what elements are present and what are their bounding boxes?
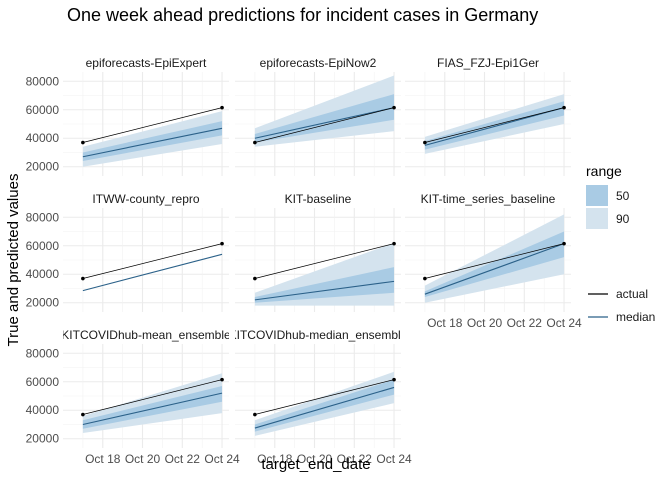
facet-panel: ITWW-county_repro 20000 40000 60000 80000	[26, 192, 229, 312]
y-tick-label: 40000	[26, 131, 60, 145]
gridlines	[405, 72, 571, 176]
actual-point	[423, 140, 427, 145]
actual-line	[254, 379, 395, 415]
y-axis-title: True and predicted values	[5, 174, 22, 347]
chart-title: One week ahead predictions for incident …	[67, 5, 538, 25]
legend-label: median	[616, 310, 655, 324]
interval-50-band	[82, 386, 223, 429]
facet-panel: KIT-time_series_baseline Oct 18 Oct 20 Oct …	[405, 192, 582, 330]
x-tick-label: Oct 20	[125, 452, 161, 466]
actual-point	[392, 241, 396, 246]
panel-strip-title: KITCOVIDhub-median_ensemble	[229, 328, 408, 342]
panel-strip-title: ITWW-county_repro	[92, 192, 199, 206]
actual-line	[254, 243, 395, 279]
actual-point	[220, 105, 224, 110]
x-tick-label: Oct 20	[467, 316, 503, 330]
x-tick-label: Oct 20	[297, 452, 333, 466]
x-axis-title: target_end_date	[261, 456, 370, 473]
y-tick-label: 20000	[26, 296, 60, 310]
actual-line	[82, 243, 223, 279]
panel-strip-title: KITCOVIDhub-mean_ensemble	[61, 328, 231, 342]
x-tick-label: Oct 22	[337, 452, 373, 466]
x-tick-label: Oct 18	[257, 452, 293, 466]
actual-point	[81, 412, 85, 417]
x-tick-label: Oct 18	[85, 452, 121, 466]
y-tick-label: 60000	[26, 375, 60, 389]
actual-line	[254, 107, 395, 143]
facet-panel: KITCOVIDhub-median_ensemble Oct 18 Oct 20 O…	[229, 328, 412, 466]
x-tick-label: Oct 22	[507, 316, 543, 330]
panel-strip-title: epiforecasts-EpiExpert	[86, 56, 207, 70]
legend-key-range	[586, 185, 608, 206]
interval-50-band	[254, 379, 395, 432]
y-tick-label: 80000	[26, 74, 60, 88]
actual-point	[253, 140, 257, 145]
median-line	[254, 280, 395, 301]
panel-strip-title: FIAS_FZJ-Epi1Ger	[437, 56, 539, 70]
x-tick-label: Oct 24	[376, 452, 412, 466]
panel-strip-title: epiforecasts-EpiNow2	[260, 56, 377, 70]
median-line	[424, 243, 565, 295]
facet-panels: epiforecasts-EpiExpert 20000 40000 60000 800…	[26, 56, 582, 466]
y-tick-label: 80000	[26, 346, 60, 360]
facet-panel: epiforecasts-EpiExpert 20000 40000 60000 800…	[26, 56, 229, 176]
legend-label: 90	[616, 212, 630, 226]
y-tick-label: 20000	[26, 160, 60, 174]
y-tick-label: 60000	[26, 103, 60, 117]
interval-50-band	[254, 267, 395, 303]
y-tick-label: 40000	[26, 403, 60, 417]
y-tick-label: 20000	[26, 432, 60, 446]
legend: range 50 90 actual median	[586, 163, 655, 324]
actual-line	[424, 243, 565, 279]
x-tick-label: Oct 24	[546, 316, 582, 330]
y-tick-label: 40000	[26, 267, 60, 281]
interval-50-band	[424, 231, 565, 298]
median-line	[82, 253, 223, 292]
facet-panel: KIT-baseline	[235, 192, 401, 312]
median-line	[82, 392, 223, 426]
actual-point	[392, 377, 396, 382]
facet-panel: KITCOVIDhub-mean_ensemble 20000 40000 60000…	[26, 328, 240, 466]
y-tick-label: 60000	[26, 239, 60, 253]
actual-point	[81, 276, 85, 281]
x-tick-label: Oct 22	[165, 452, 201, 466]
facet-panel: FIAS_FZJ-Epi1Ger	[405, 56, 571, 176]
actual-point	[562, 105, 566, 110]
legend-title: range	[586, 163, 622, 179]
gridlines	[63, 208, 229, 312]
actual-point	[392, 105, 396, 110]
actual-point	[423, 276, 427, 281]
x-tick-label: Oct 24	[204, 452, 240, 466]
actual-point	[253, 276, 257, 281]
actual-point	[81, 140, 85, 145]
legend-label: 50	[616, 189, 630, 203]
median-line	[82, 127, 223, 158]
facet-panel: epiforecasts-EpiNow2	[235, 56, 401, 176]
y-tick-label: 80000	[26, 210, 60, 224]
panel-strip-title: KIT-baseline	[285, 192, 352, 206]
median-line	[424, 107, 565, 146]
x-tick-label: Oct 18	[427, 316, 463, 330]
panel-strip-title: KIT-time_series_baseline	[421, 192, 556, 206]
median-line	[254, 386, 395, 429]
median-line	[254, 107, 395, 139]
actual-point	[562, 241, 566, 246]
actual-line	[424, 107, 565, 143]
actual-line	[82, 379, 223, 415]
actual-line	[82, 107, 223, 143]
actual-point	[220, 241, 224, 246]
legend-key-range	[586, 208, 608, 229]
actual-point	[220, 377, 224, 382]
legend-label: actual	[616, 287, 648, 301]
interval-50-band	[82, 121, 223, 162]
actual-point	[253, 412, 257, 417]
